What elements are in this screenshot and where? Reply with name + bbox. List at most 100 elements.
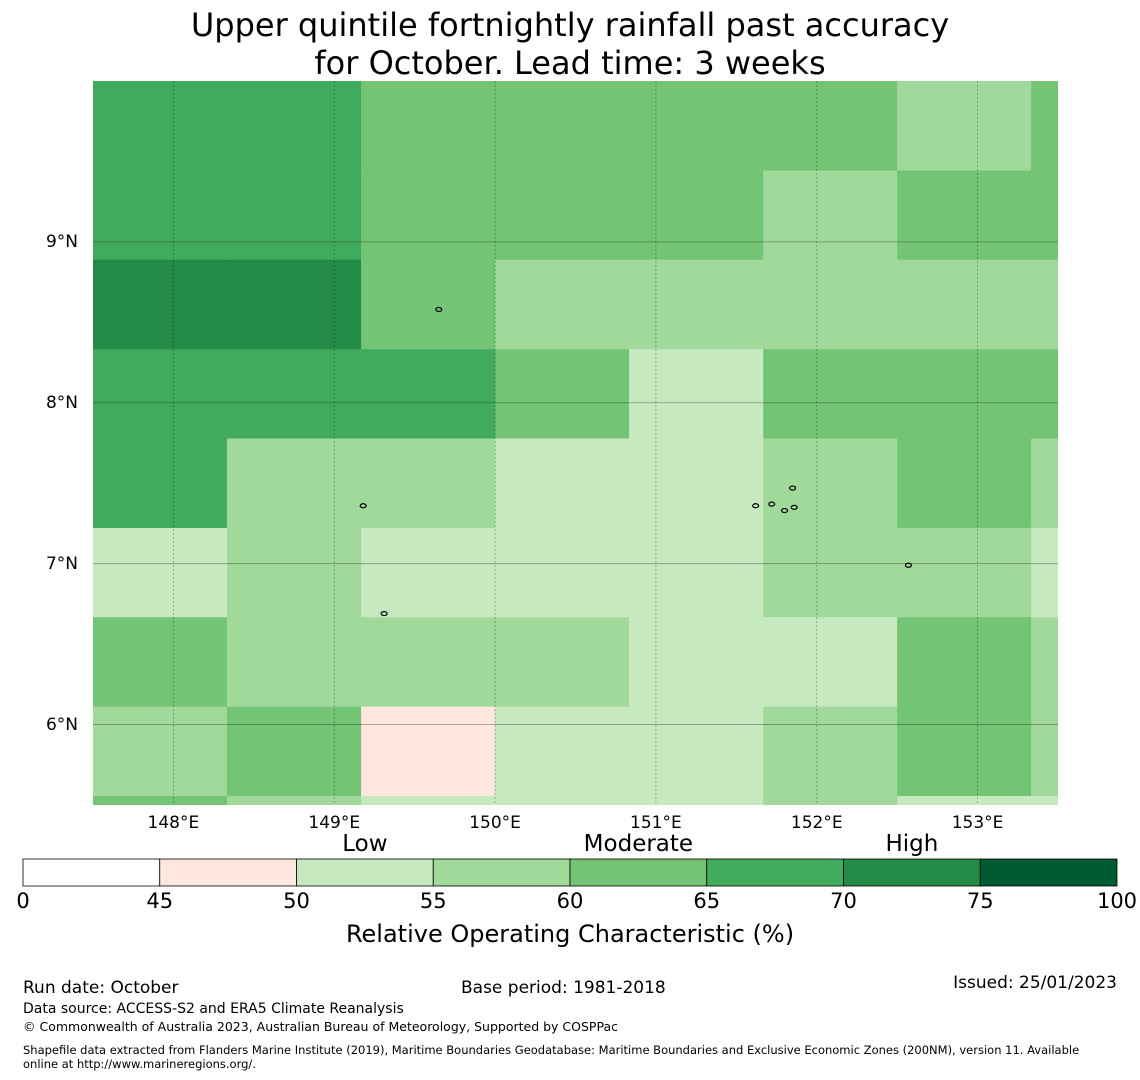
grid-cell: [897, 259, 1032, 350]
grid-cell: [629, 81, 764, 172]
colorbar-segment: [159, 858, 297, 887]
grid-cell: [1031, 527, 1058, 618]
grid-cell: [361, 527, 496, 618]
grid-cell: [763, 259, 898, 350]
latitude-label: 9°N: [45, 231, 78, 252]
base-period: Base period: 1981-2018: [461, 978, 666, 998]
grid-cell: [763, 617, 898, 708]
grid-cell: [93, 81, 228, 172]
colorbar-tick-label: 0: [16, 889, 30, 913]
grid-cell: [629, 170, 764, 261]
copyright: © Commonwealth of Australia 2023, Austra…: [23, 1019, 618, 1034]
colorbar-tick-label: 65: [693, 889, 721, 913]
chart-title-line-2: for October. Lead time: 3 weeks: [314, 44, 826, 82]
latitude-label: 8°N: [45, 392, 78, 413]
latitude-label: 6°N: [45, 714, 78, 735]
grid-cell: [763, 438, 898, 529]
colorbar: [22, 858, 1118, 887]
grid-cell: [629, 617, 764, 708]
colorbar-segment: [569, 858, 708, 887]
island-outline: [380, 610, 388, 617]
grid-cell: [226, 706, 362, 797]
grid-cell: [495, 81, 630, 172]
colorbar-title: Relative Operating Characteristic (%): [345, 920, 795, 948]
grid-cell: [93, 259, 228, 350]
rainfall-accuracy-map: [93, 81, 1058, 805]
grid-cell: [1031, 795, 1058, 805]
grid-cell: [897, 706, 1032, 797]
grid-cell: [226, 795, 362, 805]
grid-cell: [1031, 259, 1058, 350]
grid-cell: [361, 349, 496, 440]
grid-cell: [93, 706, 228, 797]
colorbar-segment: [296, 858, 434, 887]
grid-cell: [361, 617, 496, 708]
grid-cell: [93, 170, 228, 261]
grid-cell: [763, 527, 898, 618]
category-label: Moderate: [583, 831, 694, 857]
grid-cell: [226, 259, 362, 350]
island-outline: [768, 501, 776, 507]
grid-cell: [897, 349, 1032, 440]
grid-cell: [93, 349, 228, 440]
grid-cell: [495, 617, 630, 708]
grid-cell: [226, 527, 362, 618]
grid-cell: [93, 527, 228, 618]
latitude-label: 7°N: [45, 553, 78, 574]
colorbar-tick-label: 60: [556, 889, 584, 913]
shapefile-credit-line-1: Shapefile data extracted from Flanders M…: [23, 1043, 1080, 1057]
grid-cell: [361, 438, 496, 529]
run-date: Run date: October: [23, 978, 179, 998]
colorbar-tick-label: 75: [966, 889, 994, 913]
grid-cell: [629, 438, 764, 529]
grid-cell: [226, 438, 362, 529]
grid-cell: [1031, 706, 1058, 797]
grid-cell: [361, 170, 496, 261]
grid-cell: [495, 527, 630, 618]
grid-cell: [897, 795, 1032, 805]
grid-cell: [93, 795, 228, 805]
grid-cell: [361, 795, 496, 805]
grid-cell: [495, 795, 630, 805]
grid-cell: [897, 170, 1032, 261]
grid-cell: [226, 617, 362, 708]
longitude-label: 153°E: [951, 813, 1004, 833]
colorbar-segment: [22, 858, 161, 887]
island-outline: [752, 503, 760, 509]
grid-cell: [1031, 170, 1058, 261]
grid-cell: [763, 795, 898, 805]
colorbar-segment: [706, 858, 844, 887]
grid-cell: [897, 617, 1032, 708]
grid-cell: [495, 259, 630, 350]
grid-cell: [495, 349, 630, 440]
longitude-label: 149°E: [308, 813, 361, 833]
colorbar-segment: [432, 858, 571, 887]
colorbar-segment: [979, 858, 1118, 887]
longitude-label: 148°E: [147, 813, 200, 833]
shapefile-credit-line-2: online at http://www.marineregions.org/.: [23, 1057, 256, 1071]
grid-cell: [1031, 349, 1058, 440]
colorbar-tick-label: 45: [146, 889, 174, 913]
category-label: Low: [342, 831, 388, 857]
grid-cell: [763, 706, 898, 797]
grid-cell: [1031, 438, 1058, 529]
island-outline: [780, 507, 789, 514]
longitude-label: 150°E: [469, 813, 521, 833]
grid-cell: [629, 349, 764, 440]
colorbar-tick-label: 70: [830, 889, 857, 913]
longitude-label: 151°E: [630, 813, 682, 833]
grid-cell: [763, 349, 898, 440]
grid-cell: [93, 438, 228, 529]
colorbar-tick-label: 55: [419, 889, 447, 913]
grid-cell: [763, 81, 898, 172]
grid-cell: [763, 170, 898, 261]
grid-cell: [897, 81, 1032, 172]
grid-cell: [897, 438, 1032, 529]
grid-cell: [495, 170, 630, 261]
grid-cell: [226, 170, 362, 261]
grid-cell: [1031, 617, 1058, 708]
longitude-label: 152°E: [790, 813, 843, 833]
category-label: High: [885, 831, 939, 857]
chart-title-line-1: Upper quintile fortnightly rainfall past…: [190, 6, 950, 44]
island-outline: [904, 562, 913, 568]
